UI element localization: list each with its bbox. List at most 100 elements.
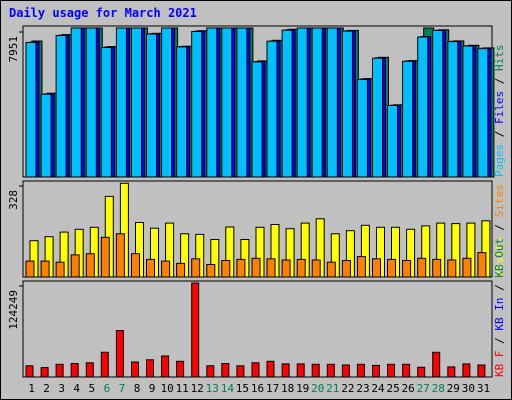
- bar-kb-f-day-28: [432, 351, 441, 378]
- bar-kb-f-day-2: [40, 367, 49, 378]
- day-label-4: 4: [73, 382, 80, 395]
- bar-kb-f-day-15: [236, 365, 245, 378]
- bar-sites-day-14: [221, 260, 231, 278]
- bar-pages-day-1: [25, 42, 37, 178]
- bar-kb-f-day-17: [266, 360, 275, 378]
- bar-kb-f-day-29: [447, 366, 456, 378]
- day-label-30: 30: [462, 382, 475, 395]
- bar-kb-f-day-23: [356, 363, 365, 378]
- bar-sites-day-7: [115, 233, 125, 278]
- day-label-1: 1: [28, 382, 35, 395]
- panel-visits-sites: 328 Visits / Sites: [7, 180, 506, 278]
- day-label-5: 5: [88, 382, 95, 395]
- bar-sites-day-10: [161, 260, 171, 278]
- bar-pages-day-18: [281, 29, 293, 178]
- day-label-25: 25: [386, 382, 399, 395]
- day-label-9: 9: [149, 382, 156, 395]
- bar-kb-f-day-3: [55, 363, 64, 378]
- x-axis-days: 1 2 3 4 5 6 7 8 9 10 11 12 13 14 15 16 17 18 19 20 21 22 23 24 2…: [28, 382, 490, 395]
- bar-kb-f-day-30: [462, 363, 471, 378]
- day-label-21: 21: [326, 382, 339, 395]
- day-label-31: 31: [477, 382, 490, 395]
- bar-sites-day-13: [206, 264, 216, 278]
- bar-kb-f-day-16: [251, 362, 260, 378]
- bar-kb-f-day-9: [146, 359, 154, 378]
- max-label-pages-files-hits: 7951: [7, 36, 20, 63]
- day-label-16: 16: [251, 382, 264, 395]
- bar-pages-day-24: [372, 57, 383, 178]
- bar-pages-day-26: [402, 60, 414, 178]
- bar-pages-day-20: [311, 27, 323, 178]
- day-label-26: 26: [401, 382, 414, 395]
- day-label-15: 15: [236, 382, 249, 395]
- bar-sites-day-16: [251, 257, 261, 278]
- bar-sites-day-29: [447, 259, 457, 278]
- day-label-8: 8: [134, 382, 141, 395]
- day-label-23: 23: [356, 382, 369, 395]
- bar-kb-f-day-22: [341, 364, 350, 378]
- bar-pages-day-29: [447, 41, 459, 178]
- legend-kbf-kbin-kbout: KB F / KB In / KB Out: [493, 238, 506, 377]
- bar-kb-f-day-20: [311, 363, 320, 378]
- bar-pages-day-31: [477, 48, 489, 178]
- bar-kb-f-day-26: [402, 363, 411, 378]
- day-label-17: 17: [266, 382, 279, 395]
- day-label-22: 22: [341, 382, 354, 395]
- bar-pages-day-17: [266, 40, 278, 178]
- bar-kb-f-day-31: [477, 364, 486, 378]
- day-label-12: 12: [191, 382, 204, 395]
- day-label-18: 18: [281, 382, 294, 395]
- bar-kb-f-day-11: [176, 360, 185, 378]
- bar-sites-day-27: [417, 257, 427, 278]
- day-label-3: 3: [58, 382, 65, 395]
- bar-pages-day-27: [417, 36, 429, 178]
- bar-sites-day-6: [100, 236, 110, 278]
- day-label-29: 29: [447, 382, 460, 395]
- bar-kb-f-day-14: [221, 363, 230, 378]
- bar-sites-day-19: [296, 258, 306, 278]
- bar-kb-f-day-13: [206, 365, 215, 378]
- bar-kb-f-day-4: [70, 363, 79, 378]
- bar-kb-f-day-6: [100, 351, 109, 378]
- bar-kb-f-day-1: [25, 365, 34, 378]
- bar-kb-f-day-19: [296, 363, 305, 378]
- max-label-kbf-kbin-kbout: 124249: [7, 290, 20, 330]
- bar-sites-day-18: [281, 259, 291, 278]
- bar-sites-day-3: [55, 261, 65, 278]
- bar-kb-f-day-12: [191, 282, 200, 378]
- bar-pages-day-13: [206, 27, 218, 178]
- bar-pages-day-7: [115, 27, 127, 178]
- day-label-7: 7: [119, 382, 126, 395]
- bar-kb-f-day-18: [281, 363, 290, 378]
- legend-visits-sites: Visits / Sites: [493, 184, 506, 277]
- bar-pages-day-15: [236, 27, 248, 178]
- bar-sites-day-28: [432, 258, 442, 278]
- day-label-19: 19: [296, 382, 309, 395]
- bar-sites-day-30: [462, 257, 472, 278]
- bar-pages-day-2: [40, 93, 52, 178]
- chart-title: Daily usage for March 2021: [9, 6, 197, 20]
- bar-sites-day-5: [85, 253, 95, 278]
- bar-pages-day-21: [326, 27, 338, 178]
- bar-kb-f-day-21: [326, 363, 335, 378]
- bar-pages-day-3: [55, 35, 67, 178]
- bar-pages-day-9: [146, 33, 157, 178]
- bar-sites-day-2: [40, 260, 50, 278]
- day-label-10: 10: [160, 382, 173, 395]
- bar-pages-day-23: [356, 78, 368, 178]
- bar-pages-day-10: [161, 27, 173, 178]
- bar-pages-day-22: [341, 30, 353, 178]
- bar-sites-day-20: [311, 259, 321, 278]
- bar-sites-day-31: [477, 252, 487, 278]
- day-label-20: 20: [311, 382, 324, 395]
- bar-pages-day-11: [176, 46, 188, 178]
- day-label-24: 24: [371, 382, 385, 395]
- bar-sites-day-1: [25, 260, 35, 278]
- bar-sites-day-11: [176, 262, 186, 278]
- bar-pages-day-16: [251, 61, 263, 178]
- bar-sites-day-12: [191, 258, 201, 278]
- bar-pages-day-8: [131, 27, 142, 178]
- bar-sites-day-21: [326, 261, 336, 278]
- bar-sites-day-4: [70, 254, 80, 278]
